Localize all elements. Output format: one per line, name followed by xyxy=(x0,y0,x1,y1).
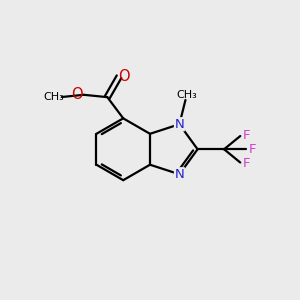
Text: O: O xyxy=(72,87,83,102)
Text: N: N xyxy=(175,118,184,131)
Text: F: F xyxy=(242,157,250,169)
Text: CH₃: CH₃ xyxy=(43,92,64,102)
Text: F: F xyxy=(249,143,256,156)
Text: CH₃: CH₃ xyxy=(177,90,197,100)
Text: F: F xyxy=(242,129,250,142)
Text: N: N xyxy=(175,168,184,181)
Text: O: O xyxy=(118,69,130,84)
